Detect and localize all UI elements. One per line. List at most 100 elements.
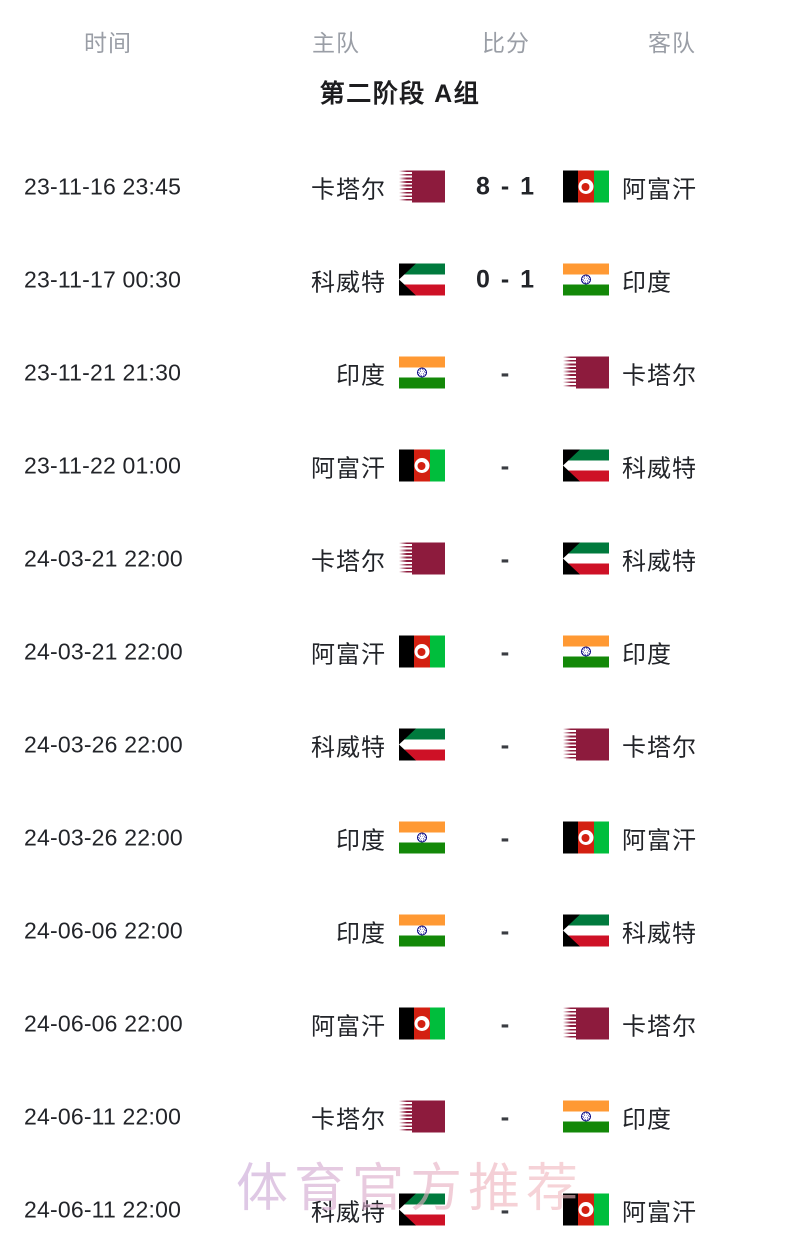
flag-kuwait-icon [399, 263, 445, 296]
home-team-name: 卡塔尔 [311, 1106, 386, 1133]
flag-india-icon [399, 914, 445, 947]
flag-india-icon [563, 263, 609, 296]
match-score: 0 - 1 [475, 265, 537, 293]
match-row[interactable]: 23-11-22 01:00 阿富汗 - 科威特 [0, 419, 800, 512]
match-row[interactable]: 24-03-21 22:00 卡塔尔 - 科威特 [0, 512, 800, 605]
home-team[interactable]: 科威特 [311, 1192, 445, 1227]
group-title: 第二阶段 A组 [319, 80, 481, 108]
match-time: 24-06-06 22:00 [24, 917, 183, 943]
away-team[interactable]: 阿富汗 [563, 820, 697, 855]
flag-afghanistan-icon [563, 1193, 609, 1226]
home-team[interactable]: 科威特 [311, 727, 445, 762]
away-team-name: 科威特 [622, 455, 697, 482]
away-team[interactable]: 卡塔尔 [563, 355, 697, 390]
away-team-name: 卡塔尔 [622, 734, 697, 761]
away-team[interactable]: 科威特 [563, 448, 697, 483]
home-team-name: 阿富汗 [311, 1013, 386, 1040]
away-team[interactable]: 印度 [563, 262, 672, 297]
match-score-placeholder: - [500, 915, 512, 945]
match-score-placeholder: - [500, 543, 512, 573]
home-team[interactable]: 卡塔尔 [311, 541, 445, 576]
home-team[interactable]: 阿富汗 [311, 1006, 445, 1041]
flag-kuwait-icon [399, 1193, 445, 1226]
match-row[interactable]: 24-06-11 22:00 卡塔尔 - 印度 [0, 1070, 800, 1163]
match-score: 8 - 1 [475, 172, 537, 200]
flag-qatar-icon [563, 356, 609, 389]
match-score-placeholder: - [500, 450, 512, 480]
home-team[interactable]: 卡塔尔 [311, 1099, 445, 1134]
home-team[interactable]: 阿富汗 [311, 448, 445, 483]
away-team-name: 印度 [622, 269, 672, 296]
match-time: 23-11-22 01:00 [24, 452, 182, 478]
match-row[interactable]: 24-03-26 22:00 科威特 - 卡塔尔 [0, 698, 800, 791]
home-team-name: 卡塔尔 [311, 176, 386, 203]
match-time: 23-11-21 21:30 [24, 359, 182, 385]
match-row[interactable]: 24-06-06 22:00 印度 - 科威特 [0, 884, 800, 977]
home-team[interactable]: 卡塔尔 [311, 169, 445, 204]
away-team[interactable]: 印度 [563, 1099, 672, 1134]
home-team[interactable]: 印度 [336, 355, 445, 390]
home-team-name: 印度 [336, 827, 386, 854]
match-row[interactable]: 24-03-21 22:00 阿富汗 - 印度 [0, 605, 800, 698]
match-list: 23-11-16 23:45 卡塔尔 8 - 1 阿富汗 23-11-17 00:30 科… [0, 140, 800, 1256]
away-team[interactable]: 科威特 [563, 913, 697, 948]
flag-qatar-icon [399, 542, 445, 575]
match-row[interactable]: 24-06-11 22:00 科威特 - 阿富汗 [0, 1163, 800, 1256]
match-score-placeholder: - [500, 822, 512, 852]
match-row[interactable]: 24-06-06 22:00 阿富汗 - 卡塔尔 [0, 977, 800, 1070]
flag-india-icon [399, 356, 445, 389]
match-time: 23-11-17 00:30 [24, 266, 182, 292]
flag-qatar-icon [563, 728, 609, 761]
column-header-time: 时间 [84, 30, 132, 56]
flag-india-icon [563, 635, 609, 668]
away-team[interactable]: 印度 [563, 634, 672, 669]
home-team-name: 印度 [336, 920, 386, 947]
away-team-name: 阿富汗 [622, 1199, 697, 1226]
flag-afghanistan-icon [563, 821, 609, 854]
match-time: 24-03-21 22:00 [24, 545, 183, 571]
home-team-name: 印度 [336, 362, 386, 389]
home-team-name: 科威特 [311, 1199, 386, 1226]
column-header-away: 客队 [648, 30, 696, 56]
away-team[interactable]: 阿富汗 [563, 1192, 697, 1227]
home-team-name: 卡塔尔 [311, 548, 386, 575]
flag-india-icon [399, 821, 445, 854]
flag-afghanistan-icon [563, 170, 609, 203]
match-time: 23-11-16 23:45 [24, 173, 182, 199]
match-time: 24-03-26 22:00 [24, 731, 183, 757]
away-team[interactable]: 阿富汗 [563, 169, 697, 204]
home-team[interactable]: 印度 [336, 913, 445, 948]
match-score-placeholder: - [500, 357, 512, 387]
away-team-name: 卡塔尔 [622, 1013, 697, 1040]
column-header-score: 比分 [482, 30, 530, 56]
match-time: 24-06-11 22:00 [24, 1196, 182, 1222]
match-score-placeholder: - [500, 729, 512, 759]
away-team-name: 印度 [622, 1106, 672, 1133]
away-team-name: 阿富汗 [622, 827, 697, 854]
match-score-placeholder: - [500, 1194, 512, 1224]
home-team-name: 科威特 [311, 734, 386, 761]
home-team[interactable]: 印度 [336, 820, 445, 855]
away-team[interactable]: 科威特 [563, 541, 697, 576]
flag-afghanistan-icon [399, 449, 445, 482]
home-team[interactable]: 科威特 [311, 262, 445, 297]
flag-afghanistan-icon [399, 1007, 445, 1040]
match-row[interactable]: 23-11-21 21:30 印度 - 卡塔尔 [0, 326, 800, 419]
away-team-name: 科威特 [622, 548, 697, 575]
table-header: 时间 主队 比分 客队 [0, 0, 800, 78]
home-team[interactable]: 阿富汗 [311, 634, 445, 669]
home-team-name: 阿富汗 [311, 455, 386, 482]
match-row[interactable]: 23-11-16 23:45 卡塔尔 8 - 1 阿富汗 [0, 140, 800, 233]
flag-afghanistan-icon [399, 635, 445, 668]
home-team-name: 阿富汗 [311, 641, 386, 668]
match-score-placeholder: - [500, 1101, 512, 1131]
match-row[interactable]: 23-11-17 00:30 科威特 0 - 1 印度 [0, 233, 800, 326]
match-row[interactable]: 24-03-26 22:00 印度 - 阿富汗 [0, 791, 800, 884]
match-time: 24-06-06 22:00 [24, 1010, 183, 1036]
flag-kuwait-icon [563, 914, 609, 947]
away-team-name: 卡塔尔 [622, 362, 697, 389]
away-team[interactable]: 卡塔尔 [563, 1006, 697, 1041]
flag-kuwait-icon [399, 728, 445, 761]
away-team[interactable]: 卡塔尔 [563, 727, 697, 762]
flag-qatar-icon [399, 1100, 445, 1133]
